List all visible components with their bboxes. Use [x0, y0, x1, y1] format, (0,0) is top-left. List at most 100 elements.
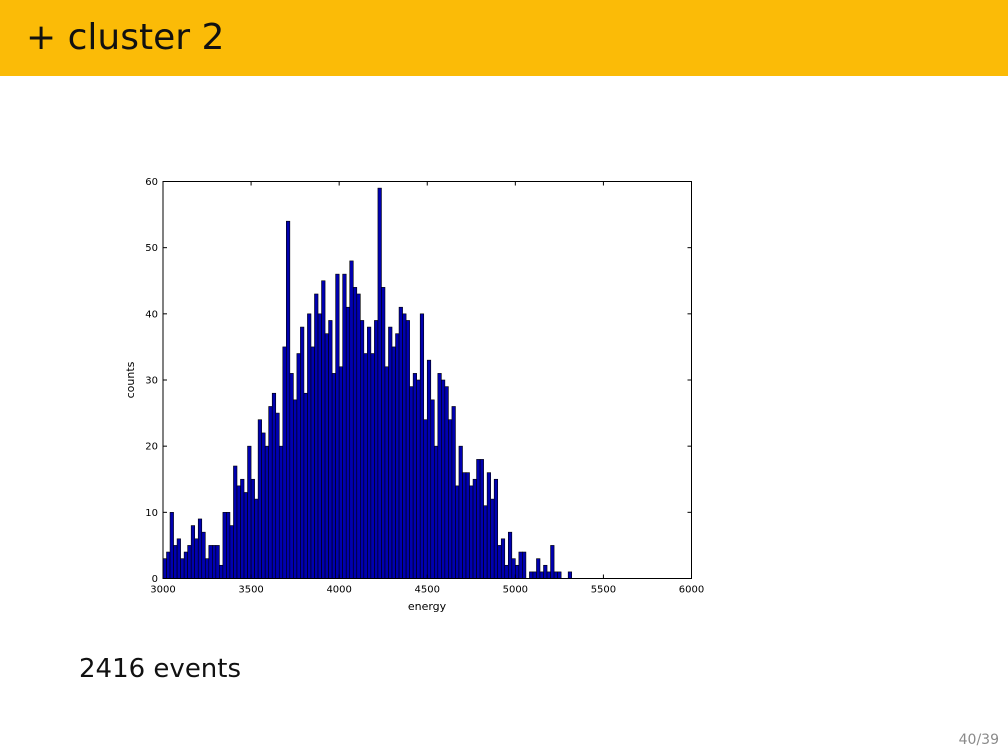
histogram-bar [493, 478, 499, 579]
histogram-bar [557, 571, 562, 579]
histogram-bar [384, 366, 389, 579]
histogram-bar [212, 545, 217, 579]
histogram-bar [416, 379, 421, 579]
y-tick-label: 60 [145, 177, 158, 188]
histogram-bar [546, 571, 551, 579]
histogram-bar [472, 478, 477, 579]
histogram-bar [430, 399, 435, 579]
histogram-bar [278, 445, 284, 579]
histogram-bar [356, 293, 361, 579]
histogram-bar [201, 531, 206, 579]
histogram-bar [377, 187, 382, 579]
histogram-bar [250, 478, 255, 579]
histogram-bar [264, 445, 269, 579]
histogram-bar [229, 525, 234, 579]
histogram-bar [465, 472, 470, 579]
histogram-bar [451, 406, 456, 579]
histogram-bar [208, 545, 213, 579]
histogram-bar [331, 373, 336, 579]
histogram-bar [180, 558, 185, 579]
histogram-bar [321, 280, 326, 579]
histogram-bar [233, 465, 238, 579]
x-tick-label: 3500 [238, 585, 263, 596]
histogram-bar [183, 551, 188, 579]
histogram-bar [219, 564, 224, 579]
histogram-bar [257, 419, 262, 579]
histogram-bar [433, 445, 439, 579]
title-bar [0, 0, 1008, 76]
histogram-bar [381, 287, 386, 579]
histogram-bar [522, 551, 527, 579]
histogram-bar [282, 346, 287, 579]
histogram-bar [360, 320, 365, 579]
y-tick-label: 10 [145, 508, 158, 519]
histogram-bar [162, 558, 167, 579]
histogram-bar [296, 353, 301, 579]
histogram-bar [342, 273, 347, 579]
histogram-bar [486, 472, 491, 579]
y-axis-ticks: 0 10 20 30 40 50 60 [145, 177, 692, 585]
histogram-bar [240, 478, 245, 579]
histogram-bar [303, 392, 308, 579]
histogram-bar [462, 472, 467, 579]
histogram-bars [162, 187, 573, 579]
y-axis-label: counts [124, 361, 137, 398]
histogram-bar [402, 313, 407, 579]
histogram-bar [567, 571, 573, 579]
histogram-bar [194, 538, 199, 579]
histogram-bar [500, 538, 506, 579]
histogram-bar [190, 525, 196, 579]
histogram-bar [176, 538, 181, 579]
histogram-bar [539, 571, 544, 579]
histogram-bar [423, 419, 428, 579]
histogram-bar [448, 419, 453, 579]
histogram-bar [236, 485, 241, 579]
histogram-bar [536, 558, 541, 579]
x-tick-label: 6000 [679, 585, 704, 596]
y-tick-label: 50 [145, 243, 158, 254]
histogram-bar [254, 498, 259, 579]
histogram-bar [374, 320, 379, 579]
histogram-bar [335, 273, 340, 579]
histogram-bar [543, 564, 548, 579]
x-tick-label: 5500 [591, 585, 616, 596]
histogram-bar [345, 306, 351, 579]
histogram-bar [363, 353, 368, 579]
histogram-chart: 3000 3500 4000 4500 5000 5500 6000 0 10 20 30 40 50… [124, 177, 704, 613]
histogram-bar [275, 412, 280, 579]
histogram-bar [310, 346, 315, 579]
histogram-bar [349, 260, 354, 579]
histogram-bar [497, 545, 502, 579]
histogram-bar [204, 558, 210, 579]
histogram-bar [293, 399, 298, 579]
histogram-bar [532, 571, 537, 579]
histogram-bar [286, 220, 291, 579]
histogram-bar [455, 485, 460, 579]
histogram-bar [529, 571, 534, 579]
histogram-bar [247, 445, 252, 579]
histogram-bar [370, 353, 375, 579]
histogram-bar [222, 512, 227, 579]
histogram-bar [328, 320, 333, 579]
histogram-bar [226, 512, 231, 579]
histogram-bar [307, 313, 312, 579]
histogram-bar [173, 545, 178, 579]
histogram-bar [169, 512, 174, 579]
histogram-bar [476, 459, 481, 579]
histogram-bar [550, 545, 555, 579]
histogram-bar [405, 320, 410, 579]
histogram-bar [479, 459, 484, 579]
histogram-bar [444, 386, 449, 579]
page-number: 40/39 [958, 732, 999, 748]
histogram-bar [367, 326, 372, 579]
y-tick-label: 20 [145, 442, 158, 453]
histogram-bar [437, 373, 442, 579]
histogram-bar [300, 326, 305, 579]
histogram-bar [268, 406, 273, 579]
y-tick-label: 30 [145, 376, 158, 387]
histogram-bar [490, 498, 495, 579]
event-count: 2416 events [79, 654, 242, 684]
histogram-bar [243, 492, 248, 579]
histogram-bar [261, 432, 266, 579]
y-tick-label: 40 [145, 309, 158, 320]
